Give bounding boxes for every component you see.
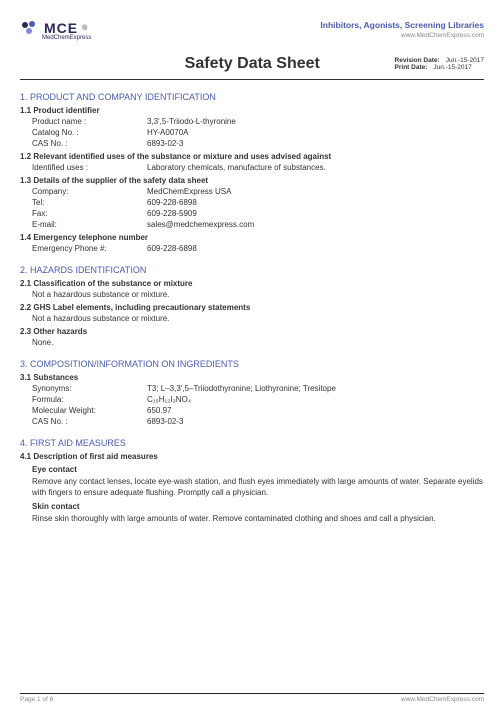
footer-website: www.MedChemExpress.com	[401, 696, 484, 703]
print-date-value: Jun.-15-2017	[433, 64, 471, 71]
formula-value: C₁₅H₁₂I₃NO₄	[147, 395, 191, 404]
emergency-label: Emergency Phone #:	[32, 244, 147, 253]
email-value: sales@medchemexpress.com	[147, 220, 254, 229]
section-2-title: 2. HAZARDS IDENTIFICATION	[20, 265, 484, 275]
section-2-2: 2.2 GHS Label elements, including precau…	[20, 303, 484, 312]
section-3-1: 3.1 Substances	[20, 373, 484, 382]
section-3-title: 3. COMPOSITION/INFORMATION ON INGREDIENT…	[20, 359, 484, 369]
fax-value: 609-228-5909	[147, 209, 197, 218]
emergency-value: 609-228-6898	[147, 244, 197, 253]
page-number: Page 1 of 6	[20, 696, 53, 703]
catalog-value: HY-A0070A	[147, 128, 189, 137]
formula-label: Formula:	[32, 395, 147, 404]
skin-contact-heading: Skin contact	[32, 502, 484, 511]
skin-contact-text: Rinse skin thoroughly with large amounts…	[32, 513, 484, 524]
logo-main-text: MCE	[44, 20, 78, 36]
section-2-2-value: Not a hazardous substance or mixture.	[32, 314, 484, 323]
section-1-1: 1.1 Product identifier	[20, 106, 484, 115]
fax-label: Fax:	[32, 209, 147, 218]
company-value: MedChemExpress USA	[147, 187, 231, 196]
cas-label-1: CAS No. :	[32, 139, 147, 148]
cas-label-2: CAS No. :	[32, 417, 147, 426]
company-label: Company:	[32, 187, 147, 196]
logo-registered: ®	[82, 25, 87, 32]
uses-value: Laboratory chemicals, manufacture of sub…	[147, 163, 326, 172]
print-date-label: Print Date:	[395, 64, 428, 71]
document-title: Safety Data Sheet	[110, 55, 395, 73]
section-2-1: 2.1 Classification of the substance or m…	[20, 279, 484, 288]
email-label: E-mail:	[32, 220, 147, 229]
tel-label: Tel:	[32, 198, 147, 207]
revision-date-label: Revision Date:	[395, 57, 440, 64]
product-name-label: Product name :	[32, 117, 147, 126]
title-divider	[20, 79, 484, 80]
section-4-1: 4.1 Description of first aid measures	[20, 452, 484, 461]
section-1-title: 1. PRODUCT AND COMPANY IDENTIFICATION	[20, 92, 484, 102]
dates-block: Revision Date: Jun.-15-2017 Print Date: …	[395, 57, 484, 71]
catalog-label: Catalog No. :	[32, 128, 147, 137]
molecular-weight-label: Molecular Weight:	[32, 406, 147, 415]
section-1-2: 1.2 Relevant identified uses of the subs…	[20, 152, 484, 161]
synonyms-value: T3; L–3,3',5–Triiodothyronine; Liothyron…	[147, 384, 336, 393]
website-top: www.MedChemExpress.com	[320, 32, 484, 39]
section-2-1-value: Not a hazardous substance or mixture.	[32, 290, 484, 299]
revision-date-value: Jun.-15-2017	[446, 57, 484, 64]
logo-subtitle: MedChemExpress	[42, 35, 91, 41]
product-name-value: 3,3',5-Triiodo-L-thyronine	[147, 117, 236, 126]
header: MCE ® MedChemExpress Inhibitors, Agonist…	[20, 20, 484, 41]
uses-label: Identified uses :	[32, 163, 147, 172]
eye-contact-heading: Eye contact	[32, 465, 484, 474]
tagline: Inhibitors, Agonists, Screening Librarie…	[320, 20, 484, 30]
tel-value: 609-228-6898	[147, 198, 197, 207]
cas-value-1: 6893-02-3	[147, 139, 183, 148]
section-2-3: 2.3 Other hazards	[20, 327, 484, 336]
eye-contact-text: Remove any contact lenses, locate eye-wa…	[32, 476, 484, 498]
logo-icon	[20, 20, 40, 36]
molecular-weight-value: 650.97	[147, 406, 171, 415]
logo: MCE ® MedChemExpress	[20, 20, 91, 41]
cas-value-2: 6893-02-3	[147, 417, 183, 426]
footer: Page 1 of 6 www.MedChemExpress.com	[20, 693, 484, 703]
section-4-title: 4. FIRST AID MEASURES	[20, 438, 484, 448]
section-2-3-value: None.	[32, 338, 484, 347]
synonyms-label: Synonyms:	[32, 384, 147, 393]
title-row: Safety Data Sheet Revision Date: Jun.-15…	[20, 55, 484, 73]
section-1-3: 1.3 Details of the supplier of the safet…	[20, 176, 484, 185]
section-1-4: 1.4 Emergency telephone number	[20, 233, 484, 242]
header-right: Inhibitors, Agonists, Screening Librarie…	[320, 20, 484, 39]
